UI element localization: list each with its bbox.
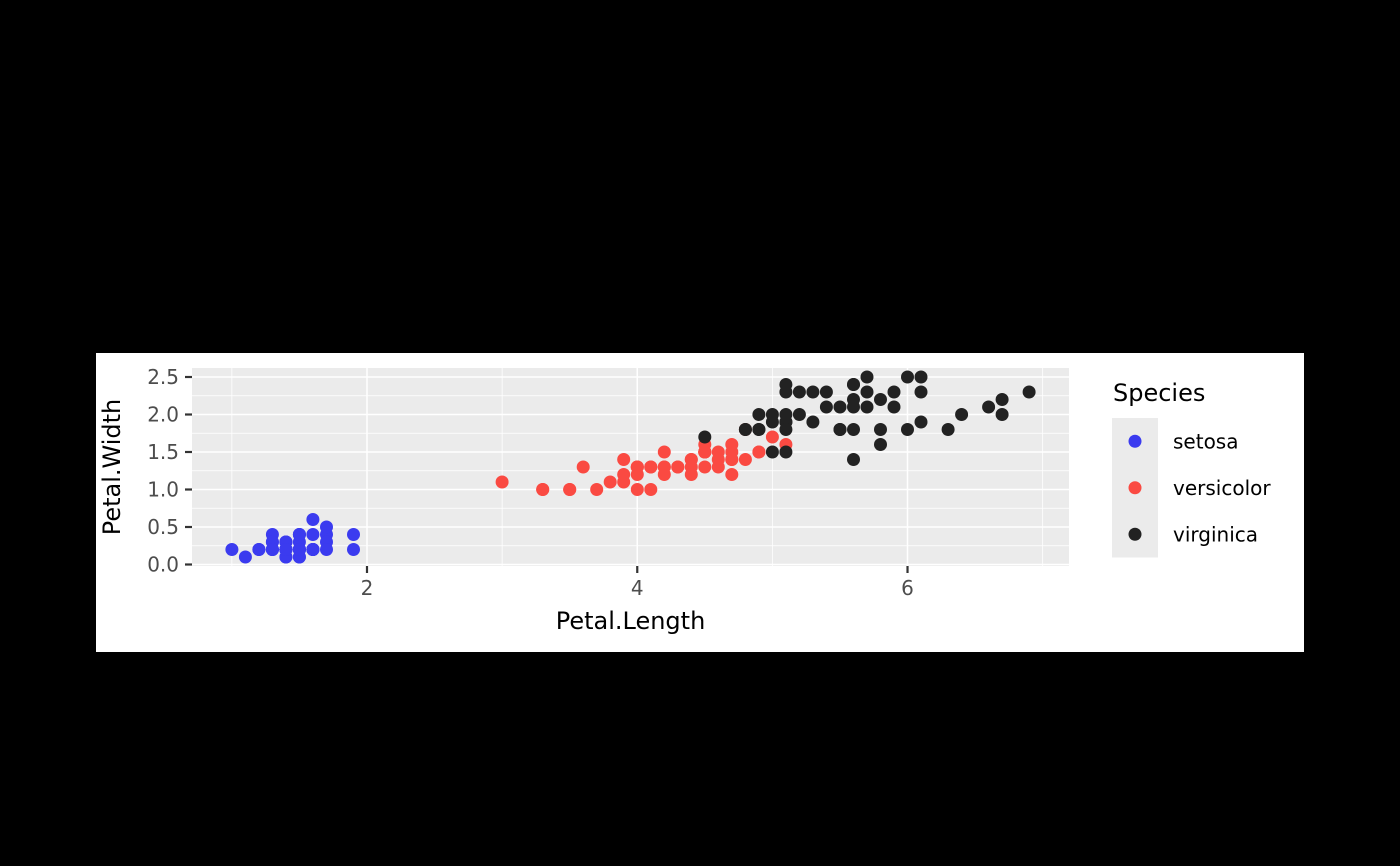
data-point-virginica: [806, 385, 820, 399]
data-point-versicolor: [671, 460, 685, 474]
data-point-virginica: [860, 400, 874, 414]
data-point-versicolor: [752, 445, 766, 459]
legend-label-setosa: setosa: [1173, 429, 1238, 453]
data-point-virginica: [792, 385, 806, 399]
y-tick-label: 1.5: [147, 440, 179, 464]
data-point-setosa: [225, 543, 239, 556]
data-point-setosa: [320, 543, 333, 556]
data-point-versicolor: [630, 483, 644, 496]
data-point-virginica: [819, 385, 833, 399]
y-tick-label: 0.5: [147, 515, 179, 539]
x-tick-label: 2: [361, 576, 374, 600]
data-point-virginica: [752, 408, 766, 421]
data-point-versicolor: [738, 453, 752, 466]
data-point-virginica: [982, 400, 996, 414]
data-point-setosa: [306, 528, 320, 541]
data-point-virginica: [738, 423, 752, 436]
data-point-virginica: [901, 370, 914, 384]
data-point-virginica: [874, 438, 887, 451]
data-point-versicolor: [603, 475, 617, 489]
data-point-versicolor: [590, 483, 604, 496]
data-point-virginica: [779, 445, 793, 459]
data-point-virginica: [698, 430, 712, 444]
legend-title: Species: [1113, 379, 1205, 407]
data-point-setosa: [306, 543, 320, 556]
data-point-setosa: [292, 543, 306, 556]
data-point-versicolor: [576, 460, 590, 474]
data-point-versicolor: [536, 483, 550, 496]
data-point-virginica: [995, 393, 1009, 406]
legend-key-dot-virginica: [1128, 527, 1142, 541]
y-tick-label: 0.0: [147, 553, 179, 577]
data-point-virginica: [752, 423, 766, 436]
x-axis-title: Petal.Length: [556, 607, 706, 635]
data-point-versicolor: [711, 453, 725, 466]
data-point-virginica: [779, 423, 793, 436]
data-point-virginica: [847, 393, 860, 406]
data-point-virginica: [847, 423, 860, 436]
data-point-virginica: [941, 423, 955, 436]
data-point-versicolor: [765, 430, 779, 444]
data-point-virginica: [765, 415, 779, 429]
data-point-virginica: [901, 423, 914, 436]
data-point-versicolor: [657, 445, 671, 459]
data-point-virginica: [914, 370, 928, 384]
data-point-virginica: [819, 400, 833, 414]
data-point-versicolor: [725, 445, 739, 459]
data-point-virginica: [887, 385, 901, 399]
y-axis-title: Petal.Width: [98, 399, 126, 536]
y-tick-label: 2.0: [147, 403, 179, 427]
data-point-versicolor: [698, 460, 712, 474]
data-point-setosa: [320, 520, 333, 534]
data-point-setosa: [306, 513, 320, 526]
data-point-setosa: [265, 543, 279, 556]
data-point-versicolor: [630, 468, 644, 481]
y-tick-label: 1.0: [147, 478, 179, 502]
data-point-virginica: [914, 385, 928, 399]
data-point-virginica: [779, 385, 793, 399]
data-point-virginica: [765, 445, 779, 459]
data-point-setosa: [252, 543, 266, 556]
figure-card: 2 4 6 0.0 0.5 1.0 1.5 2.0 2.5 Petal.Length Petal.W…: [96, 353, 1304, 652]
data-point-versicolor: [617, 453, 631, 466]
data-point-virginica: [792, 408, 806, 421]
y-tick-label: 2.5: [147, 365, 179, 389]
data-point-virginica: [887, 400, 901, 414]
data-point-setosa: [238, 550, 252, 564]
data-point-versicolor: [617, 468, 631, 481]
data-point-setosa: [279, 543, 293, 556]
legend-label-versicolor: versicolor: [1173, 476, 1271, 500]
data-point-virginica: [806, 415, 820, 429]
data-point-versicolor: [725, 468, 739, 481]
data-point-virginica: [874, 393, 887, 406]
data-point-versicolor: [644, 460, 658, 474]
data-point-virginica: [914, 415, 928, 429]
data-point-virginica: [860, 370, 874, 384]
legend-key-dot-versicolor: [1128, 481, 1142, 495]
x-tick-label: 6: [901, 576, 914, 600]
data-point-virginica: [833, 400, 847, 414]
data-point-virginica: [860, 385, 874, 399]
data-point-setosa: [292, 528, 306, 541]
plot-panel: [192, 368, 1069, 566]
data-point-virginica: [995, 408, 1009, 421]
data-point-versicolor: [644, 483, 658, 496]
iris-scatter-plot: 2 4 6 0.0 0.5 1.0 1.5 2.0 2.5 Petal.Length Petal.W…: [98, 365, 1271, 635]
legend-key-dot-setosa: [1128, 434, 1142, 448]
data-point-virginica: [1022, 385, 1036, 399]
data-point-virginica: [847, 378, 860, 391]
data-point-versicolor: [563, 483, 577, 496]
data-point-setosa: [347, 543, 360, 556]
x-tick-label: 4: [631, 576, 644, 600]
data-point-virginica: [833, 423, 847, 436]
data-point-virginica: [955, 408, 969, 421]
data-point-versicolor: [684, 468, 698, 481]
data-point-versicolor: [657, 460, 671, 474]
data-point-virginica: [874, 423, 887, 436]
data-point-virginica: [847, 453, 860, 466]
legend-label-virginica: virginica: [1173, 522, 1258, 546]
data-point-versicolor: [495, 475, 509, 489]
data-point-setosa: [347, 528, 360, 541]
